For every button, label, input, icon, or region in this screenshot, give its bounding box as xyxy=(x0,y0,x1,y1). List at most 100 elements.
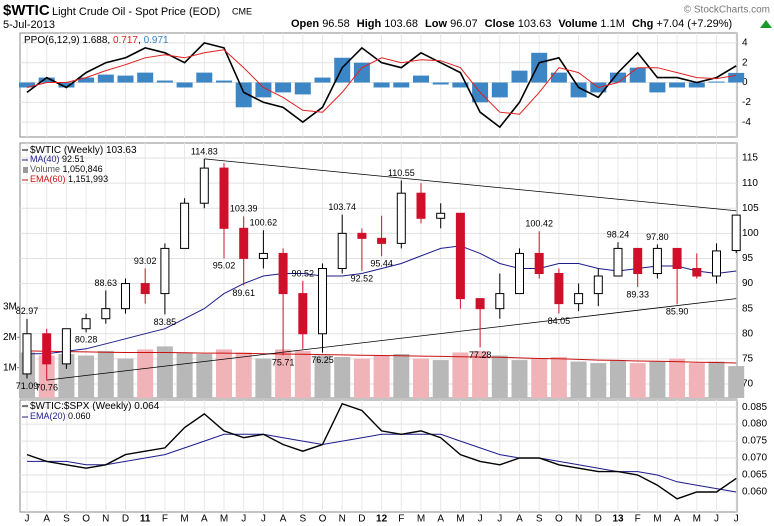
y-tick-label: 115 xyxy=(742,153,758,164)
security-name: Light Crude Oil - Spot Price (EOD) xyxy=(52,6,220,18)
histogram-bar xyxy=(58,82,75,88)
high-label: 100.42 xyxy=(525,219,553,229)
y-tick-label: 105 xyxy=(742,203,759,214)
legend: $WTIC (Weekly) 103.63 xyxy=(30,145,137,156)
volume-bar xyxy=(669,358,686,398)
volume-ema-line xyxy=(26,350,737,364)
label: Close xyxy=(485,18,515,30)
volume-bar xyxy=(649,361,666,398)
panel-frame xyxy=(19,399,738,513)
histogram-bar xyxy=(97,74,114,83)
histogram-bar xyxy=(137,72,154,83)
x-tick-label: A xyxy=(674,514,681,525)
x-tick-label: 11 xyxy=(140,514,151,525)
y-tick-label: 2 xyxy=(742,57,748,68)
volume-bar xyxy=(58,353,75,398)
trendline xyxy=(46,298,737,381)
histogram-bar xyxy=(550,72,567,83)
histogram-bar xyxy=(216,80,232,83)
volume-bar xyxy=(688,363,705,398)
volume-bar xyxy=(708,361,725,398)
x-tick-label: N xyxy=(575,514,582,525)
legend-name: $WTIC (Weekly) xyxy=(30,145,103,156)
y-tick-label: 0.070 xyxy=(742,453,767,464)
low-label: 95.44 xyxy=(370,259,393,269)
x-tick-label: J xyxy=(714,514,719,525)
high-label: 90.52 xyxy=(292,268,315,278)
high-label: 98.24 xyxy=(607,230,630,240)
x-tick-label: A xyxy=(437,514,444,525)
volume-bar xyxy=(156,346,173,398)
candle-body xyxy=(396,192,406,244)
volume-bar xyxy=(314,355,331,398)
x-tick-label: A xyxy=(201,514,208,525)
low-label: 76.25 xyxy=(311,355,334,365)
high-label: 114.83 xyxy=(191,146,218,156)
candle-body xyxy=(22,333,32,375)
high-label: 100.62 xyxy=(250,218,278,228)
candle-body xyxy=(160,247,170,295)
volume-bar xyxy=(432,360,449,398)
volume-tick-label: 3M xyxy=(3,302,17,313)
volume-tick-label: 2M xyxy=(3,332,17,343)
y-tick-label: -2 xyxy=(742,97,751,108)
copyright: © StockCharts.com xyxy=(684,5,770,16)
ppo-line xyxy=(26,42,737,129)
volume-bar xyxy=(570,361,587,398)
value: 103.63 xyxy=(518,18,552,30)
candle-body xyxy=(475,298,485,310)
x-tick-label: D xyxy=(595,514,602,525)
candle-body xyxy=(337,232,347,269)
legend-value: 0.717 xyxy=(113,35,138,46)
volume-bar xyxy=(491,355,508,398)
low-label: 89.61 xyxy=(232,288,255,298)
low-label: 77.28 xyxy=(469,350,492,360)
legend-value: 0.064 xyxy=(134,401,159,412)
candle-body xyxy=(515,252,524,295)
x-tick-label: 13 xyxy=(612,514,624,525)
volume-bar xyxy=(550,357,567,398)
label: Low xyxy=(425,18,447,30)
candle-body xyxy=(436,212,446,219)
y-tick-label: 0.080 xyxy=(742,419,767,430)
price-legend: $WTIC (Weekly) 103.63 MA(40) 92.51 Volum… xyxy=(22,145,137,184)
volume-tick-label: 1M xyxy=(3,362,17,373)
x-tick-label: M xyxy=(180,514,188,525)
candle-body xyxy=(574,293,584,305)
x-tick-label: S xyxy=(299,514,306,525)
low-label: 70.76 xyxy=(35,383,58,393)
legend-name: Volume xyxy=(30,164,60,174)
ppo-line xyxy=(26,49,737,115)
x-tick-label: O xyxy=(319,514,327,525)
volume-bar xyxy=(452,352,469,398)
value: 1.1M xyxy=(600,18,624,30)
up-arrow xyxy=(760,20,772,28)
value: 96.07 xyxy=(450,18,478,30)
label: Chg xyxy=(632,18,653,30)
legend-value: 0.971 xyxy=(144,35,169,46)
x-tick-label: A xyxy=(43,514,50,525)
histogram-bar xyxy=(413,75,429,83)
volume-bar xyxy=(294,350,311,398)
y-tick-label: -4 xyxy=(742,117,751,128)
volume-bar xyxy=(334,357,351,398)
x-tick-label: D xyxy=(122,514,129,525)
y-tick-label: 110 xyxy=(742,178,758,189)
volume-bar xyxy=(176,352,193,398)
volume-bar xyxy=(590,363,607,398)
volume-bar xyxy=(97,350,114,398)
volume-bar xyxy=(78,355,95,398)
y-tick-label: 75 xyxy=(742,353,754,364)
candle-body xyxy=(652,247,662,275)
candle-body xyxy=(495,293,505,310)
y-tick-label: 70 xyxy=(742,379,754,390)
histogram-bar xyxy=(255,82,272,98)
histogram-bar xyxy=(156,80,173,83)
y-tick-label: 0.085 xyxy=(742,402,767,413)
exchange: CME xyxy=(232,6,252,16)
histogram-bar xyxy=(511,70,528,83)
low-label: 83.85 xyxy=(154,317,177,327)
histogram-bar xyxy=(314,77,331,83)
volume-bar xyxy=(610,360,626,398)
high-label: 97.80 xyxy=(646,232,669,242)
